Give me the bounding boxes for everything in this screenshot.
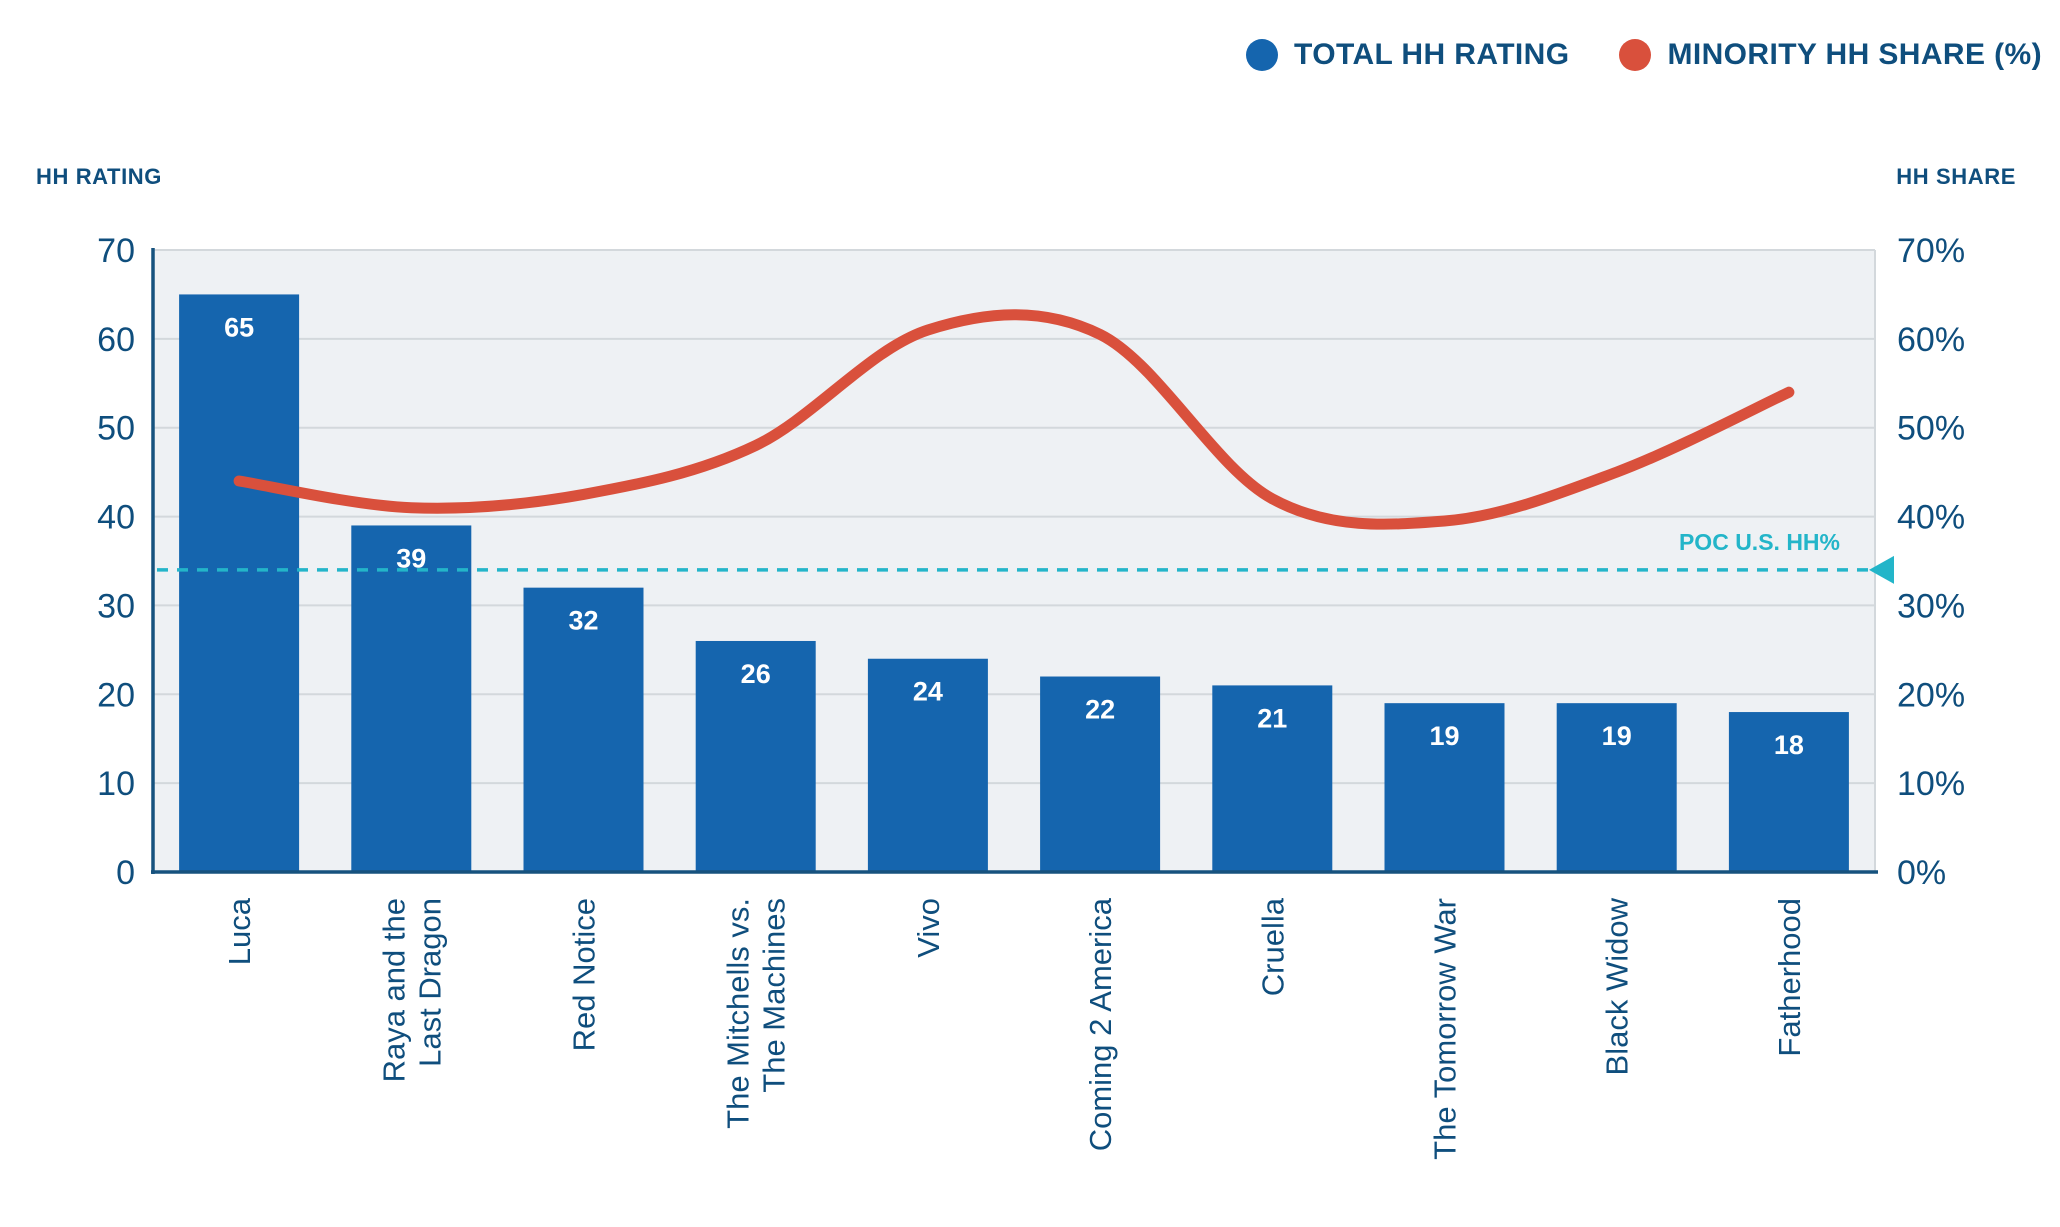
bar-9: [1728, 712, 1849, 872]
bar-3: [695, 640, 816, 872]
legend: TOTAL HH RATING MINORITY HH SHARE (%): [1246, 38, 2042, 72]
x-tick-label-8: Black Widow: [1600, 897, 1635, 1075]
x-tick-label-9: Fatherhood: [1772, 898, 1807, 1057]
y-tick-right: 50%: [1897, 410, 1965, 448]
minority-share-line: [233, 309, 1795, 530]
x-tick-label-6: Cruella: [1255, 897, 1290, 996]
legend-label-minority-hh-share: MINORITY HH SHARE (%): [1667, 38, 2042, 71]
legend-item-total-hh-rating: TOTAL HH RATING: [1246, 38, 1569, 72]
bar-2: [523, 587, 644, 872]
y-tick-left: 10: [97, 765, 135, 803]
blue-dot-icon: [1246, 39, 1279, 71]
y-tick-left: 40: [97, 499, 135, 537]
bar-5: [1040, 676, 1161, 872]
x-tick-label-0: Luca: [222, 897, 257, 965]
left-axis-title: HH RATING: [36, 164, 162, 189]
left-arrow-icon: [1869, 555, 1894, 584]
red-dot-icon: [1619, 39, 1652, 71]
poc-reference-label: POC U.S. HH%: [1679, 529, 1840, 555]
y-tick-left: 20: [97, 676, 135, 714]
bar-7: [1384, 703, 1505, 872]
bar-6: [1212, 685, 1333, 872]
y-tick-right: 60%: [1897, 321, 1965, 359]
x-tick-label-1: Raya and theLast Dragon: [376, 898, 447, 1082]
y-tick-left: 30: [97, 587, 135, 625]
bar-0: [179, 294, 300, 872]
x-tick-label-7: The Tomorrow War: [1428, 898, 1463, 1160]
y-tick-right: 0%: [1897, 854, 1946, 892]
y-tick-right: 10%: [1897, 765, 1965, 803]
bar-value-label: 65: [224, 312, 254, 342]
x-tick-label-2: Red Notice: [567, 898, 602, 1051]
right-axis-title: HH SHARE: [1896, 164, 2016, 189]
bar-1: [351, 525, 472, 872]
bar-value-label: 22: [1085, 695, 1115, 725]
legend-item-minority-hh-share: MINORITY HH SHARE (%): [1619, 38, 2042, 72]
bar-value-label: 19: [1602, 721, 1632, 751]
legend-label-total-hh-rating: TOTAL HH RATING: [1294, 38, 1570, 71]
x-tick-label-5: Coming 2 America: [1083, 897, 1118, 1151]
x-tick-label-4: Vivo: [911, 898, 946, 958]
y-tick-right: 70%: [1897, 232, 1965, 270]
bar-value-label: 32: [568, 606, 598, 636]
y-tick-left: 0: [116, 854, 135, 892]
bar-value-label: 26: [741, 659, 771, 689]
bar-value-label: 24: [913, 677, 943, 707]
bar-value-label: 21: [1257, 703, 1287, 733]
y-tick-left: 50: [97, 410, 135, 448]
bar-value-label: 18: [1774, 730, 1804, 760]
x-tick-label-3: The Mitchells vs.The Machines: [721, 898, 792, 1129]
bar-value-label: 19: [1429, 721, 1459, 751]
y-tick-right: 30%: [1897, 587, 1965, 625]
y-tick-right: 20%: [1897, 676, 1965, 714]
y-tick-left: 60: [97, 321, 135, 359]
y-tick-right: 40%: [1897, 499, 1965, 537]
y-tick-left: 70: [97, 232, 135, 270]
bar-8: [1556, 703, 1677, 872]
bar-4: [867, 658, 988, 872]
